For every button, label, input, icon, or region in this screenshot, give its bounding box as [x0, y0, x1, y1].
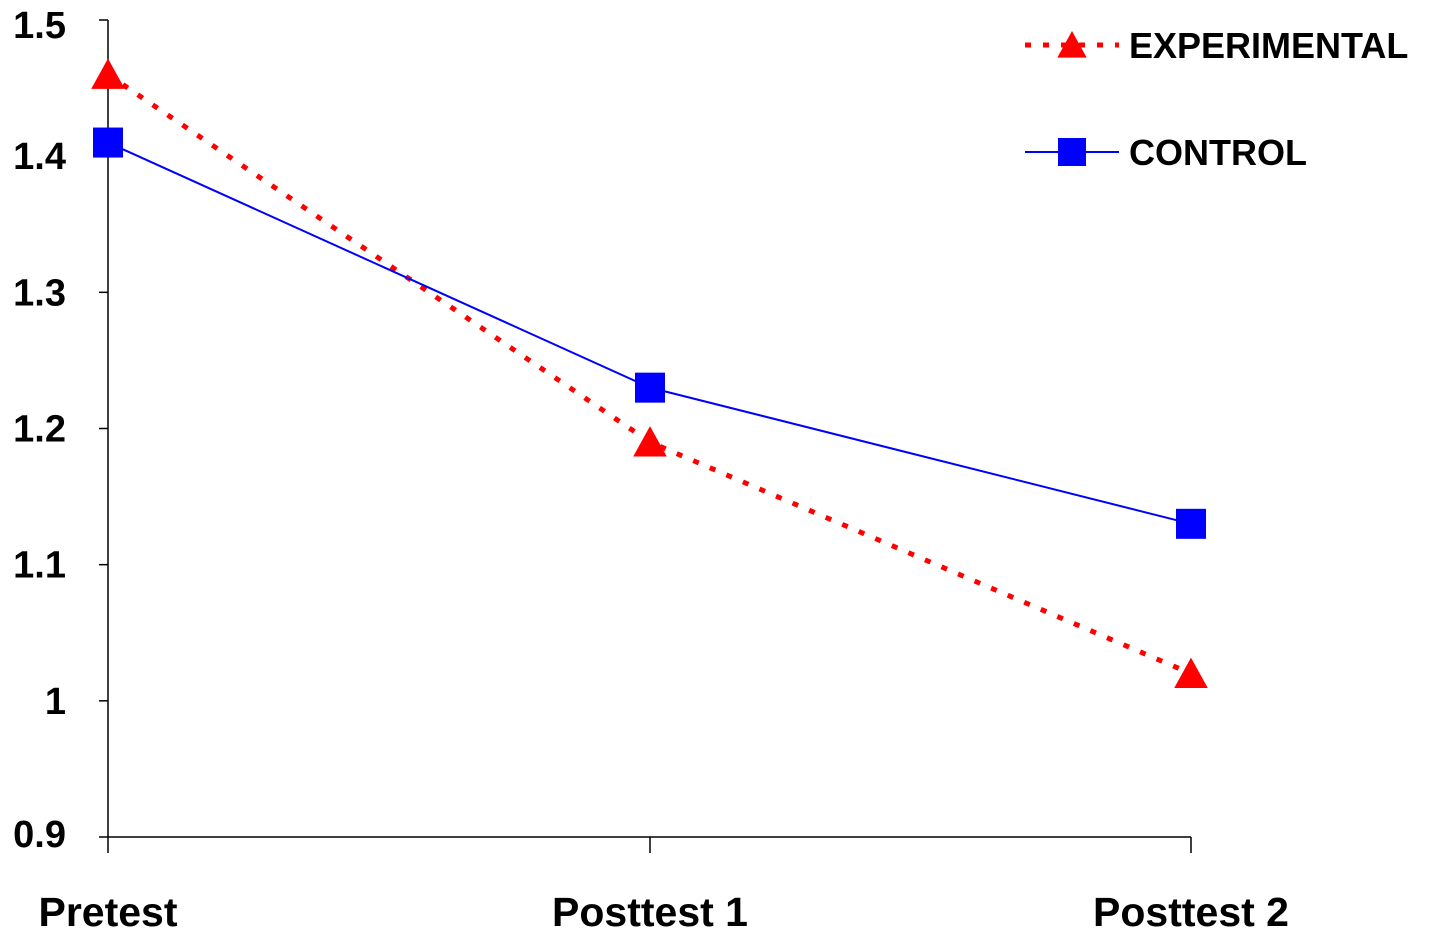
legend-marker-square [1058, 138, 1086, 166]
data-point-triangle [633, 426, 667, 457]
legend: EXPERIMENTAL CONTROL [1025, 25, 1408, 173]
y-tick-label: 1.4 [13, 136, 66, 178]
data-point-triangle [91, 58, 125, 89]
series-control [93, 127, 1206, 539]
legend-item: CONTROL [1025, 132, 1307, 173]
series-layer [91, 58, 1208, 688]
series-line [106, 72, 1192, 676]
x-axis-ticks: Pretest Posttest 1 Posttest 2 [38, 837, 1289, 935]
series-experimental [91, 58, 1208, 688]
data-point-triangle [1174, 657, 1208, 688]
legend-label: EXPERIMENTAL [1129, 25, 1408, 66]
data-point-square [1176, 508, 1206, 539]
x-tick-label: Pretest [38, 889, 177, 935]
y-tick-label: 0.9 [13, 814, 66, 856]
legend-label: CONTROL [1129, 132, 1307, 173]
data-point-square [635, 372, 665, 403]
y-tick-label: 1 [45, 681, 66, 723]
data-point-square [93, 127, 123, 158]
legend-item: EXPERIMENTAL [1025, 25, 1408, 66]
y-axis-ticks: 0.9 1 1.1 1.2 1.3 1.4 1.5 [13, 5, 108, 856]
y-tick-label: 1.3 [13, 272, 66, 314]
y-tick-label: 1.2 [13, 409, 66, 451]
series-line [107, 141, 1192, 525]
x-tick-label: Posttest 1 [552, 889, 748, 935]
y-tick-label: 1.1 [13, 545, 66, 587]
x-tick-label: Posttest 2 [1093, 889, 1289, 935]
legend-marker-triangle [1057, 31, 1087, 58]
y-tick-label: 1.5 [13, 5, 66, 47]
